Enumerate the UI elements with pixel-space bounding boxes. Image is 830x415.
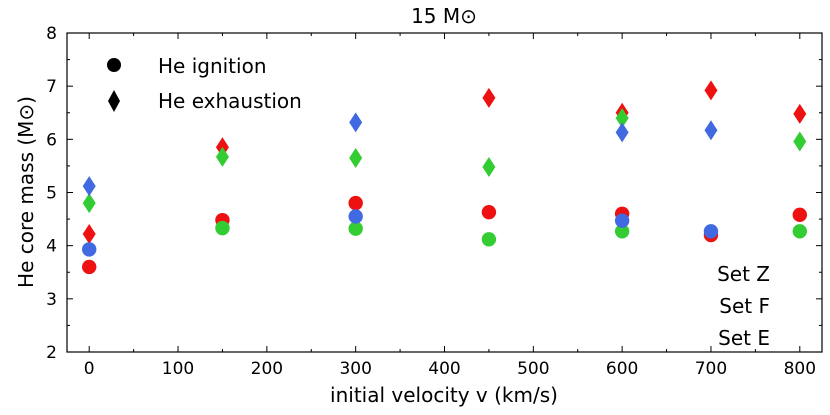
x-tick-label: 200 (251, 359, 283, 379)
set-f-ignition-point (348, 221, 363, 236)
set-f-exhaustion-point (615, 108, 629, 129)
set-z-exhaustion-point (704, 80, 718, 101)
x-tick-label: 800 (784, 359, 816, 379)
marker-legend: He ignition He exhaustion (107, 54, 302, 113)
set-f-exhaustion-point (793, 131, 807, 152)
set-e-ignition-point (614, 213, 630, 228)
set-e-ignition-point (703, 224, 719, 239)
set-f-ignition-point (792, 224, 807, 239)
set-e-ignition-point (348, 209, 363, 224)
legend-label-exhaustion: He exhaustion (158, 89, 302, 113)
x-tick-label: 500 (517, 359, 549, 379)
set-f-ignition-point (614, 224, 630, 239)
set-f-ignition-point (481, 232, 497, 247)
set-e-exhaustion-point (349, 112, 363, 133)
set-f-exhaustion-point (482, 156, 496, 177)
legend-set-z: Set Z (717, 262, 770, 286)
x-tick-label: 0 (84, 359, 95, 379)
y-tick-label: 2 (46, 343, 57, 363)
set-e-ignition-point (82, 242, 97, 257)
set-e-exhaustion-point (82, 176, 96, 197)
set-f-exhaustion-point (215, 146, 229, 167)
y-tick-label: 5 (46, 184, 57, 204)
set-e-exhaustion-point (704, 120, 718, 141)
axis-ticks: 0 100 200 300 400 500 600 700 800 2 3 4 5 6 7 8 (46, 24, 822, 379)
y-tick-label: 7 (46, 77, 57, 97)
plot-frame (66, 32, 823, 353)
set-f-exhaustion-point (82, 193, 96, 214)
y-tick-label: 4 (46, 237, 57, 257)
legend-circle-marker (107, 58, 121, 72)
x-tick-label: 600 (606, 359, 638, 379)
x-tick-label: 400 (428, 359, 460, 379)
x-tick-label: 100 (162, 359, 194, 379)
y-axis-label: He core mass (M⊙) (14, 96, 38, 288)
x-tick-label: 300 (339, 359, 371, 379)
set-z-exhaustion-point (82, 223, 96, 244)
y-tick-label: 3 (46, 290, 57, 310)
set-z-ignition-point (82, 259, 97, 275)
legend-diamond-marker (108, 90, 120, 112)
set-f-exhaustion-point (349, 147, 363, 168)
set-z-ignition-point (481, 204, 497, 220)
legend-set-e: Set E (718, 326, 770, 350)
set-z-ignition-point (348, 195, 363, 211)
legend-label-ignition: He ignition (158, 54, 267, 78)
x-tick-label: 700 (695, 359, 727, 379)
set-f-ignition-point (215, 220, 230, 236)
chart-title: 15 M⊙ (411, 4, 477, 28)
set-z-exhaustion-point (482, 87, 496, 108)
series-legend: Set Z Set F Set E (717, 262, 770, 350)
set-z-exhaustion-point (793, 103, 807, 124)
x-axis-label: initial velocity v (km/s) (330, 383, 558, 407)
set-z-ignition-point (792, 207, 807, 223)
y-tick-label: 6 (46, 130, 57, 150)
data-points (82, 80, 807, 275)
y-tick-label: 8 (46, 24, 57, 44)
legend-set-f: Set F (719, 294, 770, 318)
set-e-exhaustion-point (615, 122, 629, 143)
